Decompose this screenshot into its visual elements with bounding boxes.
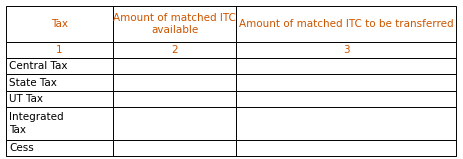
Bar: [236, 107, 456, 140]
Text: Central Tax: Central Tax: [9, 61, 68, 71]
Bar: [236, 42, 456, 58]
Bar: [6, 107, 113, 140]
Bar: [113, 58, 236, 74]
Text: Amount of matched ITC
available: Amount of matched ITC available: [113, 13, 236, 35]
Bar: [6, 58, 113, 74]
Bar: [6, 91, 113, 107]
Bar: [6, 6, 113, 42]
Text: Tax: Tax: [51, 19, 68, 29]
Bar: [236, 58, 456, 74]
Bar: [6, 140, 113, 156]
Text: Cess: Cess: [9, 143, 34, 153]
Text: Amount of matched ITC to be transferred: Amount of matched ITC to be transferred: [239, 19, 453, 29]
Bar: [236, 140, 456, 156]
Text: 3: 3: [343, 45, 349, 55]
Text: State Tax: State Tax: [9, 78, 57, 88]
Text: Integrated
Tax: Integrated Tax: [9, 112, 63, 135]
Bar: [6, 74, 113, 91]
Bar: [113, 6, 236, 42]
Bar: [113, 91, 236, 107]
Bar: [236, 6, 456, 42]
Bar: [113, 42, 236, 58]
Text: 1: 1: [56, 45, 63, 55]
Bar: [236, 74, 456, 91]
Bar: [113, 74, 236, 91]
Bar: [113, 140, 236, 156]
Text: UT Tax: UT Tax: [9, 94, 43, 104]
Bar: [236, 91, 456, 107]
Bar: [113, 107, 236, 140]
Text: 2: 2: [171, 45, 178, 55]
Bar: [6, 42, 113, 58]
